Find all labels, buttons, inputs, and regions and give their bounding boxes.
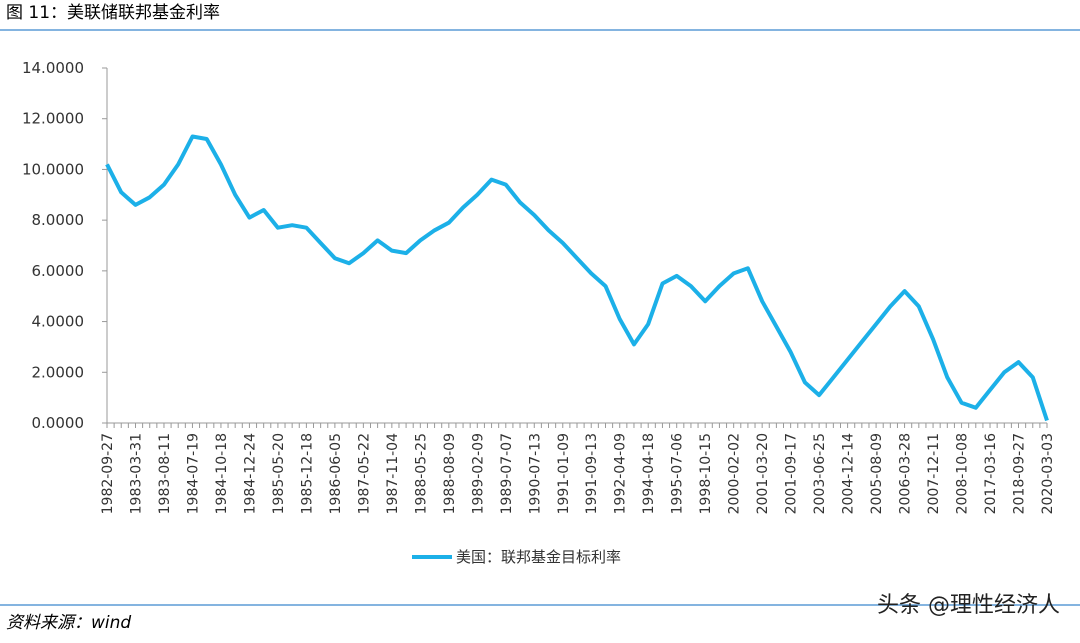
x-tick-label: 1983-03-31 [128, 433, 144, 514]
x-tick-label: 1987-11-04 [385, 433, 401, 514]
x-tick-label: 1988-05-25 [413, 433, 429, 514]
x-tick-label: 1995-07-06 [670, 433, 686, 514]
chart-title: 图 11：美联储联邦基金利率 [6, 3, 220, 23]
x-tick-label: 2005-08-09 [869, 433, 885, 514]
x-tick-label: 1983-08-11 [157, 433, 173, 514]
x-tick-label: 1989-07-07 [499, 433, 515, 514]
x-tick-label: 1985-12-18 [299, 433, 315, 514]
x-tick-label: 2001-03-20 [755, 433, 771, 514]
x-tick-label: 2001-09-17 [784, 433, 800, 514]
x-tick-label: 2006-03-28 [898, 433, 914, 514]
x-tick-label: 2008-10-08 [955, 433, 971, 514]
x-tick-label: 1982-09-27 [100, 433, 116, 514]
source: 资料来源：wind [6, 613, 131, 633]
y-tick-label: 12.0000 [22, 110, 84, 128]
x-tick-label: 1984-07-19 [185, 433, 201, 514]
y-tick-label: 14.0000 [22, 59, 84, 77]
y-tick-label: 6.0000 [32, 262, 85, 280]
series-line [105, 134, 1049, 422]
x-tick-label: 1992-04-09 [613, 433, 629, 514]
x-tick-label: 2000-02-02 [727, 433, 743, 514]
legend-label: 美国：联邦基金目标利率 [456, 548, 621, 566]
y-tick-label: 8.0000 [32, 211, 85, 229]
y-tick-label: 4.0000 [32, 313, 85, 331]
x-tick-label: 2018-09-27 [1012, 433, 1028, 514]
x-tick-label: 1998-10-15 [698, 433, 714, 514]
x-tick-label: 1994-04-18 [641, 433, 657, 514]
watermark: 头条 @理性经济人 [877, 593, 1060, 618]
x-tick-label: 1987-05-22 [356, 433, 372, 514]
y-tick-label: 0.0000 [32, 414, 85, 432]
x-tick-label: 1991-09-13 [584, 433, 600, 514]
y-tick-label: 10.0000 [22, 160, 84, 178]
x-tick-label: 1984-10-18 [214, 433, 230, 514]
x-tick-label: 2007-12-11 [926, 433, 942, 514]
x-tick-label: 2017-03-16 [983, 433, 999, 514]
x-tick-label: 1988-08-09 [442, 433, 458, 514]
x-tick-label: 2003-06-25 [812, 433, 828, 514]
x-tick-label: 2020-03-03 [1040, 433, 1056, 514]
x-tick-label: 1986-06-05 [328, 433, 344, 514]
x-tick-label: 1985-05-20 [271, 433, 287, 514]
x-tick-label: 2004-12-14 [841, 433, 857, 514]
x-tick-label: 1991-01-09 [556, 433, 572, 514]
y-tick-label: 2.0000 [32, 363, 85, 381]
x-tick-label: 1984-12-24 [242, 433, 258, 514]
x-tick-label: 1989-02-09 [470, 433, 486, 514]
x-tick-label: 1990-07-13 [527, 433, 543, 514]
